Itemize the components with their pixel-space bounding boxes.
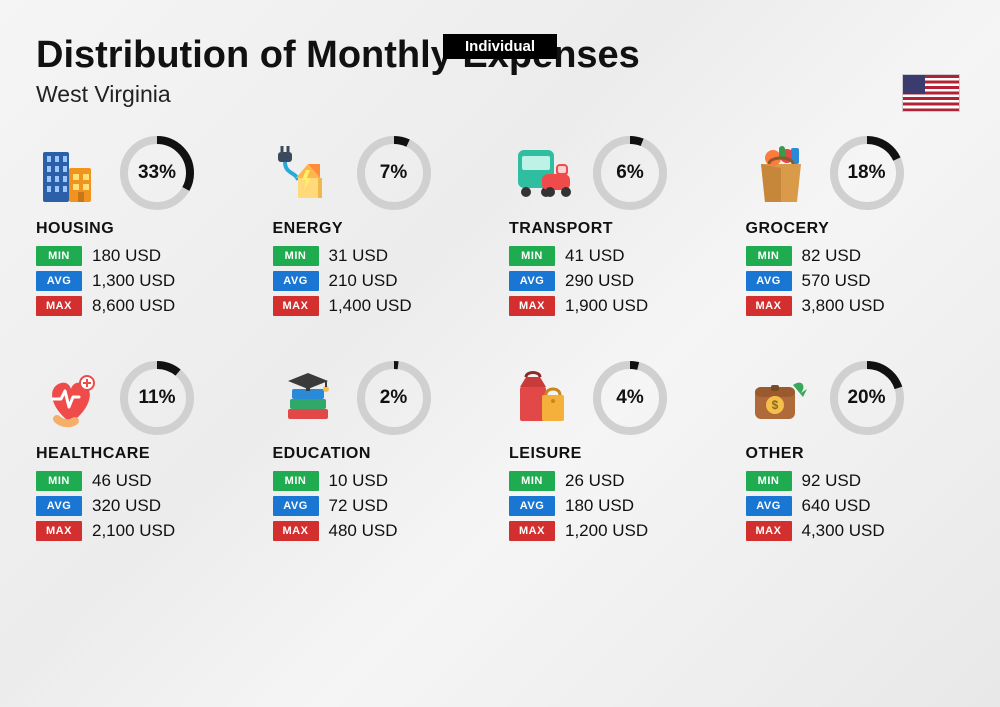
other-icon: $ xyxy=(746,363,816,433)
pct-label: 18% xyxy=(830,136,904,210)
max-badge: MAX xyxy=(273,521,319,541)
pct-label: 4% xyxy=(593,361,667,435)
education-icon xyxy=(273,363,343,433)
category-card-grocery: 18% GROCERY MIN 82 USD AVG 570 USD MAX 3… xyxy=(746,136,965,321)
category-card-leisure: 4% LEISURE MIN 26 USD AVG 180 USD MAX 1,… xyxy=(509,361,728,546)
avg-value: 210 USD xyxy=(329,271,398,291)
pct-ring: 6% xyxy=(593,136,667,210)
pct-ring: 20% xyxy=(830,361,904,435)
avg-badge: AVG xyxy=(273,496,319,516)
avg-value: 290 USD xyxy=(565,271,634,291)
category-name: EDUCATION xyxy=(273,445,492,463)
category-name: HEALTHCARE xyxy=(36,445,255,463)
min-value: 41 USD xyxy=(565,246,625,266)
leisure-icon xyxy=(509,363,579,433)
min-value: 92 USD xyxy=(802,471,862,491)
avg-badge: AVG xyxy=(36,271,82,291)
max-value: 3,800 USD xyxy=(802,296,885,316)
pct-label: 33% xyxy=(120,136,194,210)
category-card-energy: 7% ENERGY MIN 31 USD AVG 210 USD MAX 1,4… xyxy=(273,136,492,321)
max-badge: MAX xyxy=(746,296,792,316)
pct-label: 7% xyxy=(357,136,431,210)
category-name: GROCERY xyxy=(746,220,965,238)
min-badge: MIN xyxy=(273,471,319,491)
category-name: TRANSPORT xyxy=(509,220,728,238)
min-value: 180 USD xyxy=(92,246,161,266)
pct-label: 11% xyxy=(120,361,194,435)
avg-badge: AVG xyxy=(509,496,555,516)
transport-icon xyxy=(509,138,579,208)
max-value: 1,900 USD xyxy=(565,296,648,316)
category-card-education: 2% EDUCATION MIN 10 USD AVG 72 USD MAX 4… xyxy=(273,361,492,546)
min-value: 10 USD xyxy=(329,471,389,491)
min-badge: MIN xyxy=(746,471,792,491)
category-card-transport: 6% TRANSPORT MIN 41 USD AVG 290 USD MAX … xyxy=(509,136,728,321)
min-badge: MIN xyxy=(509,246,555,266)
page-subtitle: West Virginia xyxy=(36,81,964,108)
min-value: 31 USD xyxy=(329,246,389,266)
energy-icon xyxy=(273,138,343,208)
avg-badge: AVG xyxy=(746,271,792,291)
min-badge: MIN xyxy=(273,246,319,266)
pct-ring: 33% xyxy=(120,136,194,210)
page: Distribution of Monthly Expenses West Vi… xyxy=(0,34,1000,566)
max-badge: MAX xyxy=(509,521,555,541)
max-value: 1,400 USD xyxy=(329,296,412,316)
max-value: 480 USD xyxy=(329,521,398,541)
avg-badge: AVG xyxy=(36,496,82,516)
avg-badge: AVG xyxy=(746,496,792,516)
grocery-icon xyxy=(746,138,816,208)
category-card-other: $ 20% OTHER MIN 92 USD AVG 640 USD xyxy=(746,361,965,546)
pct-ring: 7% xyxy=(357,136,431,210)
flag-icon xyxy=(902,74,960,112)
healthcare-icon xyxy=(36,363,106,433)
min-badge: MIN xyxy=(36,246,82,266)
pct-ring: 11% xyxy=(120,361,194,435)
avg-value: 320 USD xyxy=(92,496,161,516)
category-name: HOUSING xyxy=(36,220,255,238)
pct-label: 2% xyxy=(357,361,431,435)
max-badge: MAX xyxy=(746,521,792,541)
max-badge: MAX xyxy=(36,296,82,316)
pct-ring: 4% xyxy=(593,361,667,435)
avg-value: 72 USD xyxy=(329,496,389,516)
avg-value: 1,300 USD xyxy=(92,271,175,291)
max-value: 4,300 USD xyxy=(802,521,885,541)
pct-label: 6% xyxy=(593,136,667,210)
category-name: ENERGY xyxy=(273,220,492,238)
max-value: 8,600 USD xyxy=(92,296,175,316)
category-name: LEISURE xyxy=(509,445,728,463)
svg-text:$: $ xyxy=(771,398,778,412)
min-value: 26 USD xyxy=(565,471,625,491)
min-value: 82 USD xyxy=(802,246,862,266)
max-badge: MAX xyxy=(509,296,555,316)
avg-badge: AVG xyxy=(509,271,555,291)
avg-value: 640 USD xyxy=(802,496,871,516)
avg-value: 180 USD xyxy=(565,496,634,516)
avg-badge: AVG xyxy=(273,271,319,291)
max-badge: MAX xyxy=(36,521,82,541)
buildings-icon xyxy=(36,138,106,208)
pct-label: 20% xyxy=(830,361,904,435)
min-badge: MIN xyxy=(509,471,555,491)
min-badge: MIN xyxy=(746,246,792,266)
min-value: 46 USD xyxy=(92,471,152,491)
category-grid: 33% HOUSING MIN 180 USD AVG 1,300 USD MA… xyxy=(36,136,964,546)
max-badge: MAX xyxy=(273,296,319,316)
category-card-healthcare: 11% HEALTHCARE MIN 46 USD AVG 320 USD MA… xyxy=(36,361,255,546)
max-value: 1,200 USD xyxy=(565,521,648,541)
avg-value: 570 USD xyxy=(802,271,871,291)
pct-ring: 2% xyxy=(357,361,431,435)
max-value: 2,100 USD xyxy=(92,521,175,541)
top-label: Individual xyxy=(443,34,557,59)
pct-ring: 18% xyxy=(830,136,904,210)
category-name: OTHER xyxy=(746,445,965,463)
min-badge: MIN xyxy=(36,471,82,491)
category-card-housing: 33% HOUSING MIN 180 USD AVG 1,300 USD MA… xyxy=(36,136,255,321)
